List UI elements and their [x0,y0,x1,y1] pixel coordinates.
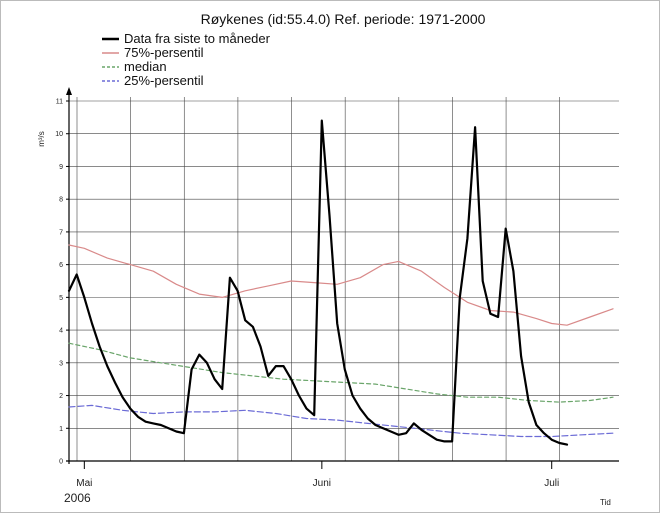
series-group [67,119,614,446]
y-tick-label: 8 [59,197,63,204]
month-label: Mai [76,478,92,489]
chart-title: Røykenes (id:55.4.0) Ref. periode: 1971-… [201,11,486,27]
y-tick-label: 4 [59,328,63,335]
series-line-3 [68,404,614,438]
legend-label: 25%-persentil [124,73,204,88]
month-label: Juli [544,478,559,489]
axes: 0 1 2 3 4 5 6 7 8 9 10 11 Mai Juni Juli [55,87,619,489]
year-label: 2006 [64,491,91,505]
y-tick-label: 7 [59,229,63,236]
y-axis-arrow [66,87,72,95]
y-tick-label: 10 [55,131,63,138]
y-tick-label: 2 [59,393,63,400]
y-tick-label: 0 [59,459,63,466]
x-axis-label: Tid [600,498,611,507]
y-tick-label: 3 [59,360,63,367]
month-label: Juni [313,478,331,489]
y-tick-label: 5 [59,295,63,302]
y-axis-label: m³/s [37,131,46,147]
grid [69,97,619,461]
series-line-0 [67,119,569,446]
legend-label: Data fra siste to måneder [124,31,271,46]
legend-label: 75%-persentil [124,45,204,60]
series-line-1 [68,244,614,326]
y-tick-label: 11 [56,99,63,106]
legend-label: median [124,59,167,74]
y-tick-label: 1 [59,426,63,433]
y-tick-label: 9 [59,164,63,171]
legend: Data fra siste to måneder75%-persentilme… [102,31,271,88]
y-tick-label: 6 [59,262,63,269]
